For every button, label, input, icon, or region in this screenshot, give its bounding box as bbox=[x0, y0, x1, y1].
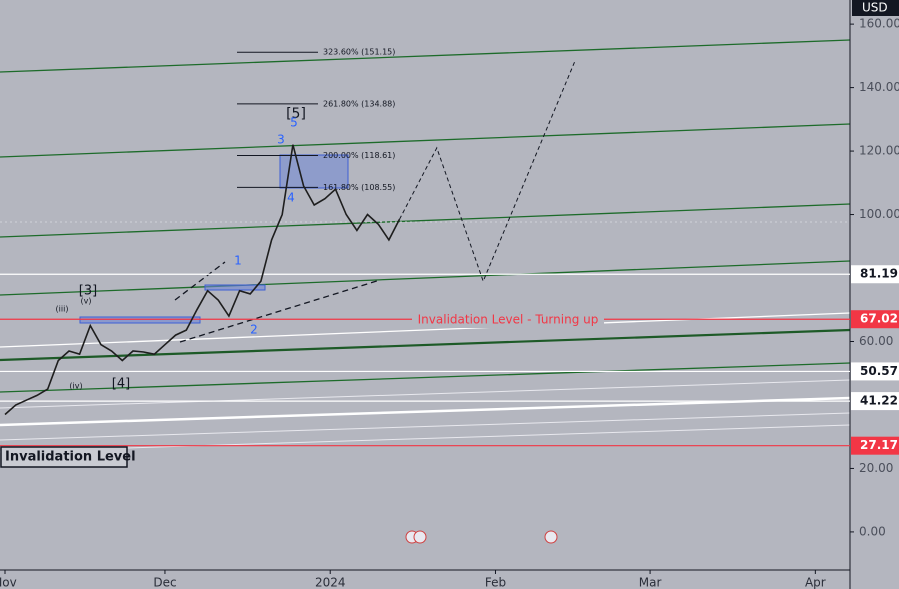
annotation: 1 bbox=[234, 254, 242, 268]
annotation: Invalidation Level - Turning up bbox=[418, 313, 599, 327]
x-tick-label: Feb bbox=[485, 576, 506, 589]
zone-box bbox=[204, 284, 266, 291]
event-icon[interactable] bbox=[544, 530, 558, 544]
channel-line bbox=[0, 362, 851, 393]
channel-line bbox=[0, 39, 851, 73]
dashed-line bbox=[174, 261, 226, 301]
channel-line bbox=[0, 123, 851, 158]
annotation: [4] bbox=[112, 377, 130, 392]
fib-label: 161.80% (108.55) bbox=[323, 183, 395, 192]
x-tick-label: Nov bbox=[0, 576, 17, 589]
level-label: 50.57 bbox=[860, 364, 898, 378]
trend-line bbox=[0, 412, 851, 441]
level-label: 81.19 bbox=[860, 267, 898, 281]
channel-line bbox=[0, 328, 851, 362]
annotation: 3 bbox=[277, 133, 285, 147]
channel-line bbox=[0, 203, 851, 238]
annotation-bg bbox=[412, 312, 604, 328]
annotation: [5] bbox=[286, 106, 306, 122]
event-icon[interactable] bbox=[413, 530, 427, 544]
level-label: 67.02 bbox=[860, 312, 898, 326]
y-tick-label: 140.00 bbox=[859, 80, 899, 94]
trend-line bbox=[0, 424, 851, 453]
annotation: [3] bbox=[79, 284, 97, 299]
annotation: Invalidation Level bbox=[5, 450, 136, 465]
annotation: (iii) bbox=[56, 305, 69, 314]
dashed-line bbox=[179, 279, 381, 343]
y-tick-label: 120.00 bbox=[859, 144, 899, 158]
fib-label: 323.60% (151.15) bbox=[323, 48, 395, 57]
annotation: 5 bbox=[290, 116, 298, 130]
annotation: (iv) bbox=[69, 382, 82, 391]
x-tick-label: Dec bbox=[153, 576, 176, 589]
x-tick-label: Mar bbox=[639, 576, 662, 589]
channel-line bbox=[0, 260, 851, 296]
annotation: 4 bbox=[287, 191, 295, 205]
level-tag bbox=[851, 310, 899, 329]
currency: USD bbox=[862, 1, 888, 15]
annotation-box bbox=[0, 446, 128, 468]
y-tick-label: 100.00 bbox=[859, 207, 899, 221]
annotation: 2 bbox=[250, 323, 258, 337]
x-tick-label: Apr bbox=[805, 576, 826, 589]
trend-line bbox=[0, 379, 851, 409]
fib-label: 200.00% (118.61) bbox=[323, 151, 395, 160]
level-tag bbox=[851, 362, 899, 381]
currency-box bbox=[852, 0, 899, 16]
y-tick-label: 0.00 bbox=[859, 524, 886, 538]
y-tick-label: 60.00 bbox=[859, 334, 893, 348]
level-label: 41.22 bbox=[860, 394, 898, 408]
level-tag bbox=[851, 265, 899, 284]
fib-label: 261.80% (134.88) bbox=[323, 99, 395, 108]
x-tick-label: 2024 bbox=[315, 576, 346, 589]
level-label: 27.17 bbox=[860, 438, 898, 452]
price-line bbox=[4, 144, 401, 416]
y-tick-label: 20.00 bbox=[859, 461, 893, 475]
annotation: (v) bbox=[81, 297, 92, 306]
drawings bbox=[0, 39, 851, 544]
zone-box bbox=[79, 316, 201, 324]
level-tag bbox=[851, 392, 899, 411]
y-tick-label: 160.00 bbox=[859, 17, 899, 31]
level-tag bbox=[851, 436, 899, 455]
trend-line bbox=[0, 396, 851, 427]
